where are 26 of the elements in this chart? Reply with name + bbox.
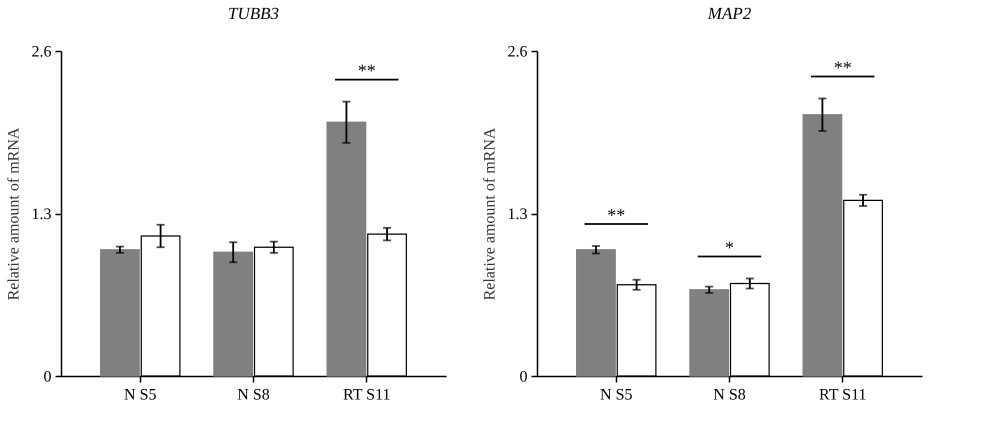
- x-tick-label: N S8: [713, 386, 746, 404]
- annotation: **: [607, 205, 626, 225]
- y-tick-label: 2.6: [32, 44, 52, 60]
- y-tick-label: 2.6: [508, 44, 528, 60]
- bar: [213, 252, 254, 377]
- y-tick-label: 0: [44, 368, 52, 386]
- y-tick-label: 1.3: [508, 206, 528, 223]
- x-tick-label: N S8: [237, 386, 270, 404]
- annotation: **: [834, 58, 852, 78]
- x-tick-label: RT S11: [342, 386, 390, 404]
- bar: [689, 289, 730, 377]
- y-axis-title: Relative amount of mRNA: [482, 127, 498, 300]
- bar: [326, 122, 366, 377]
- y-tick-label: 0: [520, 368, 528, 386]
- x-tick-label: N S5: [600, 386, 632, 404]
- y-tick-label: 1.3: [32, 206, 52, 223]
- annotation: *: [725, 238, 734, 258]
- bar: [100, 249, 140, 377]
- chart-title: TUBB3: [228, 4, 279, 23]
- x-tick-label: RT S11: [818, 386, 866, 404]
- y-axis-title: Relative amount of mRNA: [6, 127, 22, 300]
- x-tick-label: N S5: [124, 386, 156, 404]
- bar: [802, 114, 842, 377]
- bar: [576, 249, 616, 377]
- chart-title: MAP2: [706, 4, 752, 23]
- annotation: **: [358, 60, 376, 81]
